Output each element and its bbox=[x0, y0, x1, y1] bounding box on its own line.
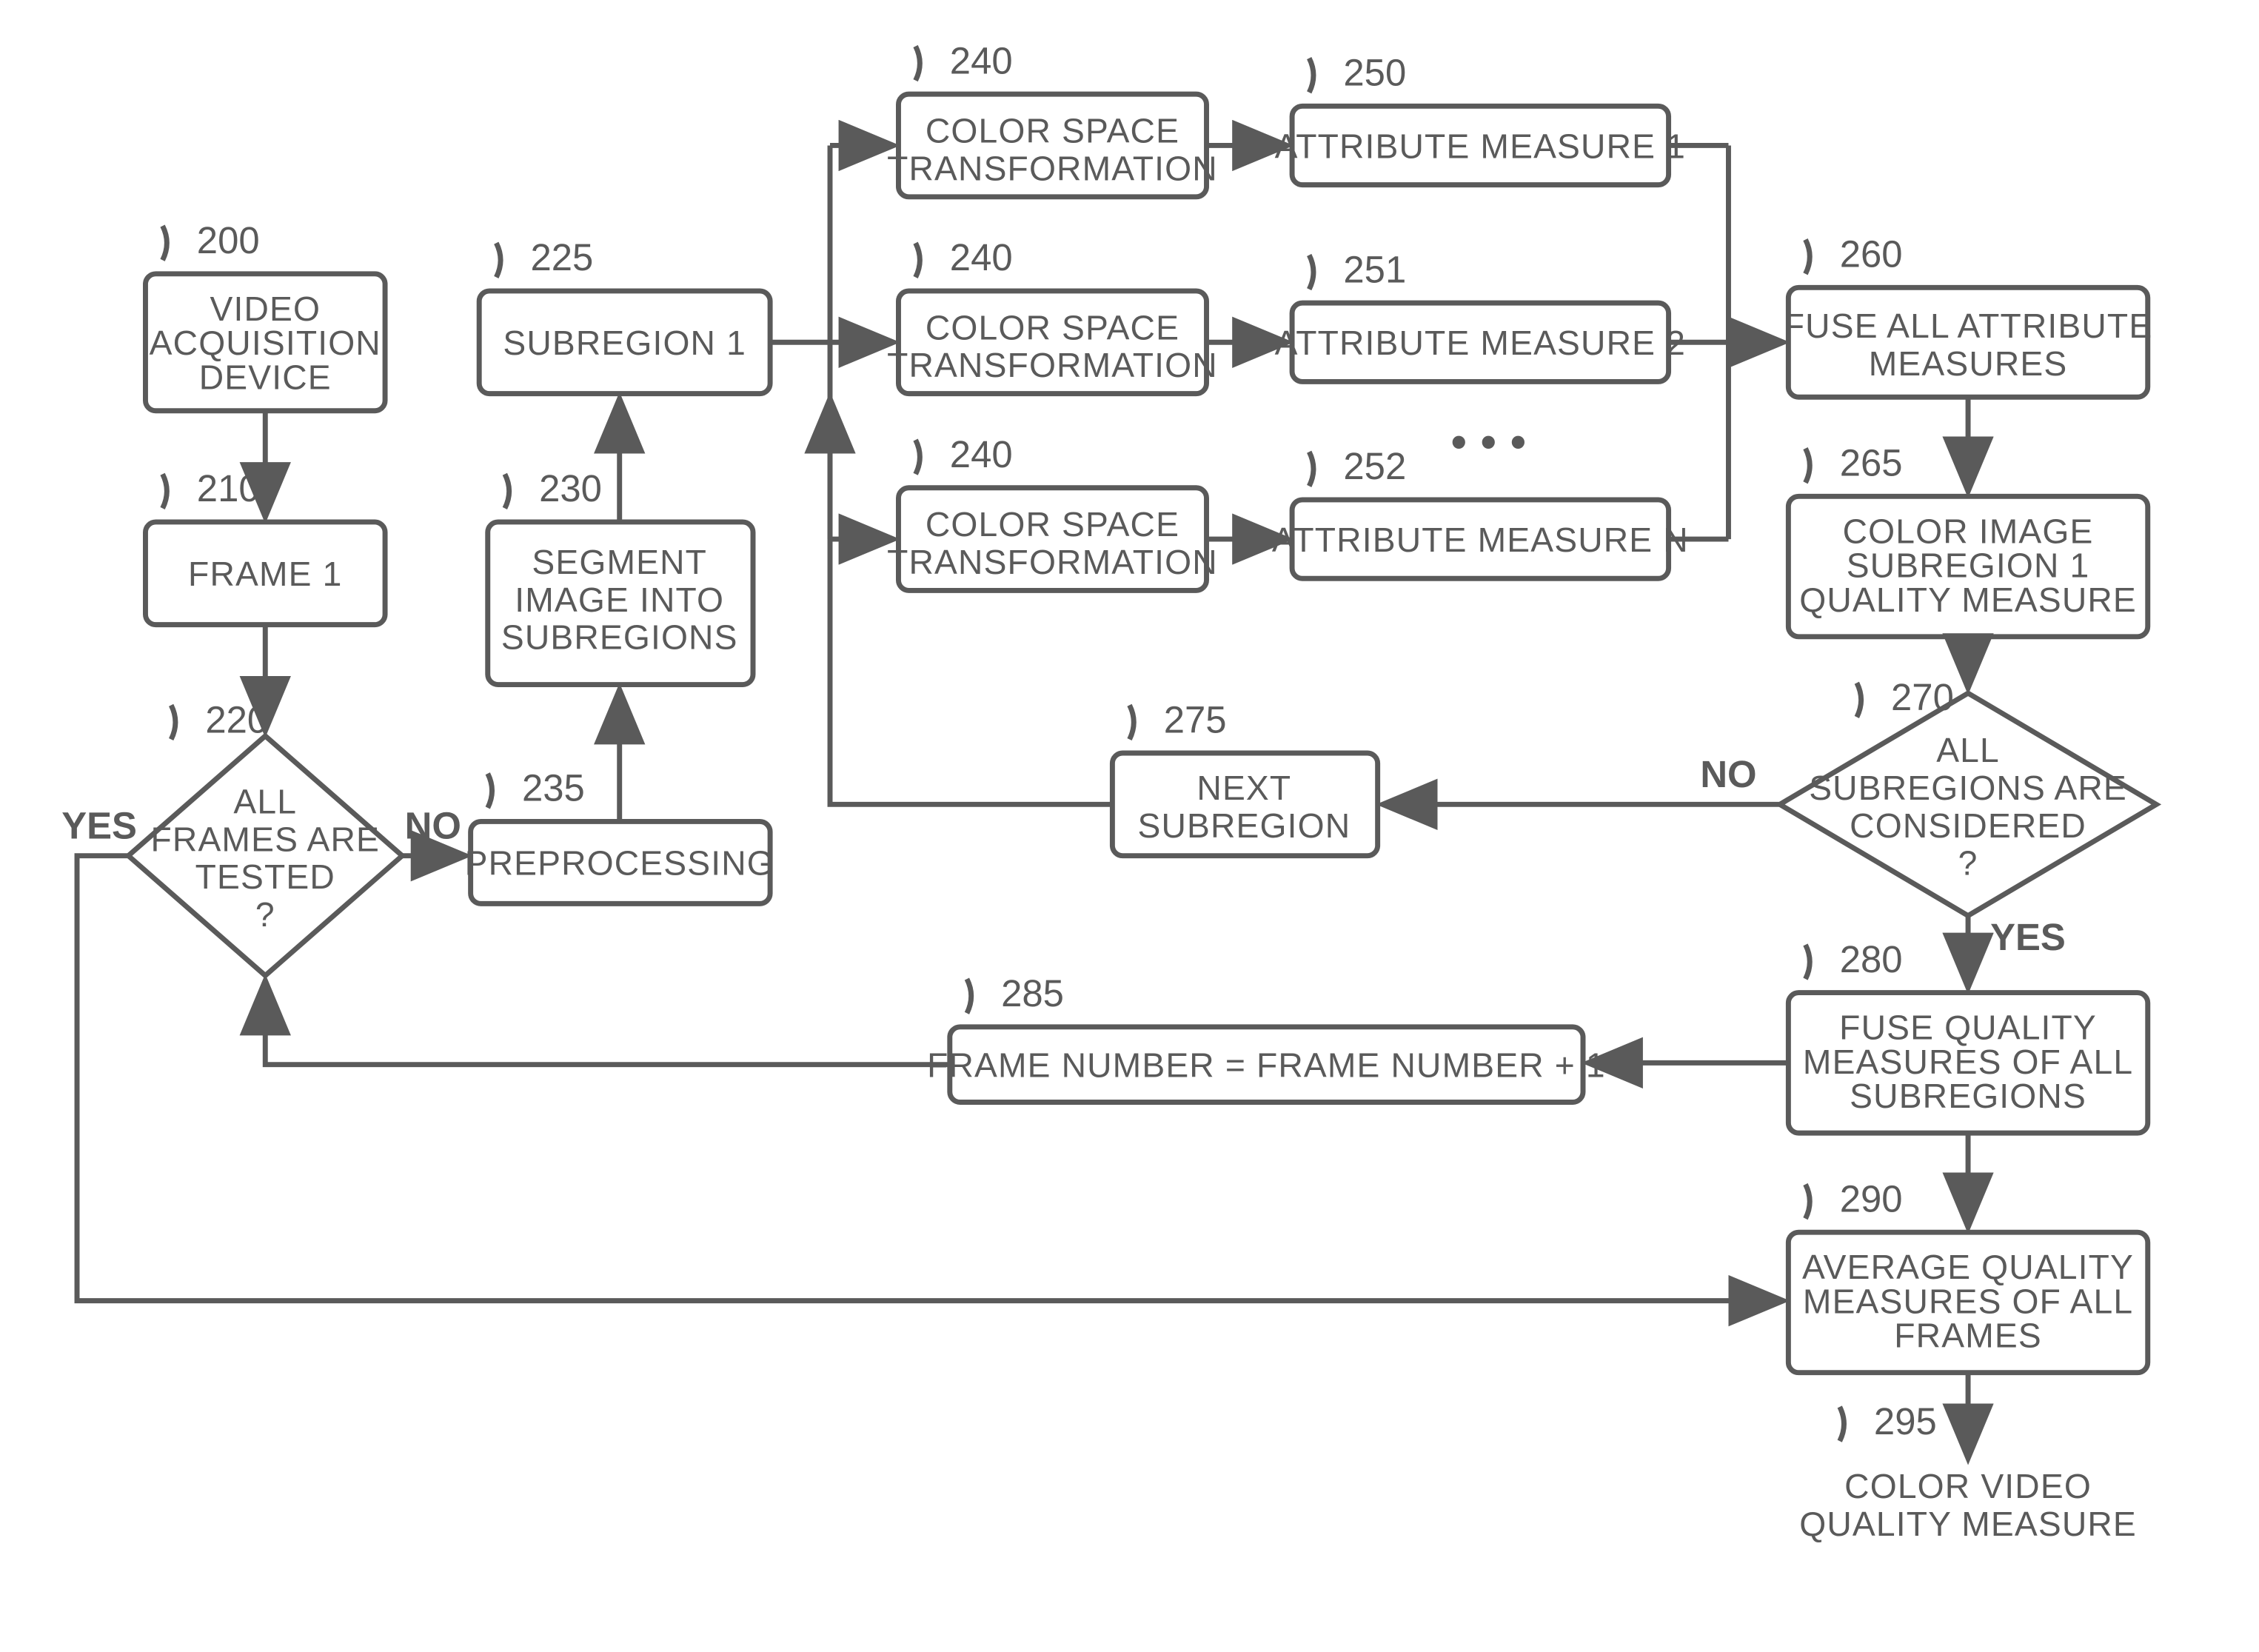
svg-text:240: 240 bbox=[950, 39, 1013, 81]
svg-text:251: 251 bbox=[1343, 248, 1406, 290]
edge-285-220 bbox=[265, 984, 950, 1065]
svg-text:?: ? bbox=[255, 895, 275, 934]
label-no-1: NO bbox=[405, 805, 461, 847]
svg-text:PREPROCESSING: PREPROCESSING bbox=[465, 844, 774, 883]
svg-text:FRAME NUMBER = FRAME NUMBER +: FRAME NUMBER = FRAME NUMBER + 1 bbox=[927, 1046, 1606, 1084]
node-attribute-measure-1: ATTRIBUTE MEASURE 1 250 bbox=[1275, 52, 1686, 185]
svg-text:235: 235 bbox=[522, 767, 585, 809]
svg-text:?: ? bbox=[1958, 844, 1978, 883]
svg-text:COLOR SPACE: COLOR SPACE bbox=[926, 308, 1179, 347]
svg-text:COLOR IMAGE: COLOR IMAGE bbox=[1843, 512, 2094, 550]
svg-text:FRAMES: FRAMES bbox=[1894, 1317, 2042, 1355]
svg-text:TRANSFORMATION: TRANSFORMATION bbox=[887, 346, 1218, 384]
svg-text:DEVICE: DEVICE bbox=[199, 358, 332, 396]
svg-text:QUALITY MEASURE: QUALITY MEASURE bbox=[1799, 581, 2137, 619]
svg-text:250: 250 bbox=[1343, 52, 1406, 94]
node-color-space-1: COLOR SPACE TRANSFORMATION 240 bbox=[887, 39, 1218, 196]
svg-text:TRANSFORMATION: TRANSFORMATION bbox=[887, 149, 1218, 187]
svg-text:265: 265 bbox=[1840, 442, 1903, 484]
svg-text:TESTED: TESTED bbox=[195, 857, 335, 896]
svg-text:CONSIDERED: CONSIDERED bbox=[1850, 806, 2086, 845]
svg-text:SEGMENT: SEGMENT bbox=[532, 543, 707, 581]
svg-text:FUSE ALL ATTRIBUTE: FUSE ALL ATTRIBUTE bbox=[1784, 307, 2153, 345]
svg-text:SUBREGIONS: SUBREGIONS bbox=[501, 618, 738, 657]
svg-text:• • •: • • • bbox=[1451, 417, 1527, 466]
svg-text:210: 210 bbox=[197, 467, 260, 509]
svg-text:AVERAGE QUALITY: AVERAGE QUALITY bbox=[1802, 1248, 2134, 1286]
node-all-subregions-considered: ALL SUBREGIONS ARE CONSIDERED ? 270 bbox=[1780, 676, 2156, 915]
svg-text:252: 252 bbox=[1343, 445, 1406, 487]
svg-text:SUBREGIONS ARE: SUBREGIONS ARE bbox=[1809, 769, 2127, 807]
node-video-acquisition-device: VIDEO ACQUISITION DEVICE 200 bbox=[145, 219, 385, 411]
flowchart-canvas: VIDEO ACQUISITION DEVICE 200 FRAME 1 210… bbox=[0, 0, 2259, 1651]
svg-text:ALL: ALL bbox=[233, 783, 297, 821]
svg-text:ACQUISITION: ACQUISITION bbox=[150, 324, 381, 362]
svg-text:FRAME 1: FRAME 1 bbox=[188, 555, 342, 593]
node-subregion-1: SUBREGION 1 225 bbox=[479, 236, 770, 393]
svg-text:COLOR SPACE: COLOR SPACE bbox=[926, 111, 1179, 150]
svg-text:COLOR SPACE: COLOR SPACE bbox=[926, 505, 1179, 544]
svg-text:280: 280 bbox=[1840, 938, 1903, 980]
svg-text:FRAMES ARE: FRAMES ARE bbox=[151, 820, 380, 858]
node-attribute-measure-2: ATTRIBUTE MEASURE 2 251 bbox=[1275, 248, 1686, 381]
svg-text:SUBREGION 1: SUBREGION 1 bbox=[503, 324, 746, 362]
svg-text:240: 240 bbox=[950, 236, 1013, 278]
svg-text:NEXT: NEXT bbox=[1197, 769, 1291, 807]
svg-text:ATTRIBUTE MEASURE 1: ATTRIBUTE MEASURE 1 bbox=[1275, 127, 1686, 165]
svg-text:270: 270 bbox=[1891, 676, 1954, 718]
node-frame-number-increment: FRAME NUMBER = FRAME NUMBER + 1 285 bbox=[927, 972, 1606, 1102]
svg-text:ALL: ALL bbox=[1936, 731, 2000, 769]
svg-text:285: 285 bbox=[1001, 972, 1064, 1014]
label-yes-1: YES bbox=[61, 805, 137, 847]
svg-text:COLOR VIDEO: COLOR VIDEO bbox=[1844, 1467, 2092, 1505]
svg-text:SUBREGION: SUBREGION bbox=[1137, 806, 1351, 845]
svg-text:FUSE QUALITY: FUSE QUALITY bbox=[1839, 1009, 2097, 1047]
ellipsis: • • • bbox=[1451, 417, 1527, 466]
svg-text:295: 295 bbox=[1874, 1400, 1937, 1442]
svg-text:225: 225 bbox=[531, 236, 594, 278]
svg-text:290: 290 bbox=[1840, 1177, 1903, 1220]
svg-text:275: 275 bbox=[1164, 698, 1227, 740]
svg-text:TRANSFORMATION: TRANSFORMATION bbox=[887, 543, 1218, 581]
node-color-space-2: COLOR SPACE TRANSFORMATION 240 bbox=[887, 236, 1218, 393]
node-next-subregion: NEXT SUBREGION 275 bbox=[1112, 698, 1377, 855]
svg-text:ATTRIBUTE MEASURE 2: ATTRIBUTE MEASURE 2 bbox=[1275, 324, 1686, 362]
svg-text:230: 230 bbox=[539, 467, 602, 509]
svg-text:MEASURES: MEASURES bbox=[1869, 344, 2068, 383]
svg-text:VIDEO: VIDEO bbox=[210, 290, 321, 328]
svg-text:220: 220 bbox=[205, 698, 268, 740]
svg-text:SUBREGIONS: SUBREGIONS bbox=[1850, 1077, 2086, 1115]
svg-text:240: 240 bbox=[950, 433, 1013, 475]
svg-text:200: 200 bbox=[197, 219, 260, 261]
node-all-frames-tested: ALL FRAMES ARE TESTED ? 220 bbox=[128, 698, 402, 975]
label-yes-2: YES bbox=[1990, 916, 2066, 958]
svg-text:ATTRIBUTE MEASURE N: ATTRIBUTE MEASURE N bbox=[1272, 521, 1689, 559]
label-no-2: NO bbox=[1700, 753, 1756, 795]
svg-text:QUALITY MEASURE: QUALITY MEASURE bbox=[1799, 1505, 2137, 1543]
node-fuse-attribute-measures: FUSE ALL ATTRIBUTE MEASURES 260 bbox=[1784, 233, 2153, 398]
svg-text:260: 260 bbox=[1840, 233, 1903, 275]
svg-text:SUBREGION 1: SUBREGION 1 bbox=[1847, 546, 2090, 585]
svg-text:MEASURES OF ALL: MEASURES OF ALL bbox=[1803, 1282, 2133, 1320]
svg-text:MEASURES OF ALL: MEASURES OF ALL bbox=[1803, 1043, 2133, 1081]
node-color-space-3: COLOR SPACE TRANSFORMATION 240 bbox=[887, 433, 1218, 590]
svg-text:IMAGE INTO: IMAGE INTO bbox=[515, 581, 724, 619]
